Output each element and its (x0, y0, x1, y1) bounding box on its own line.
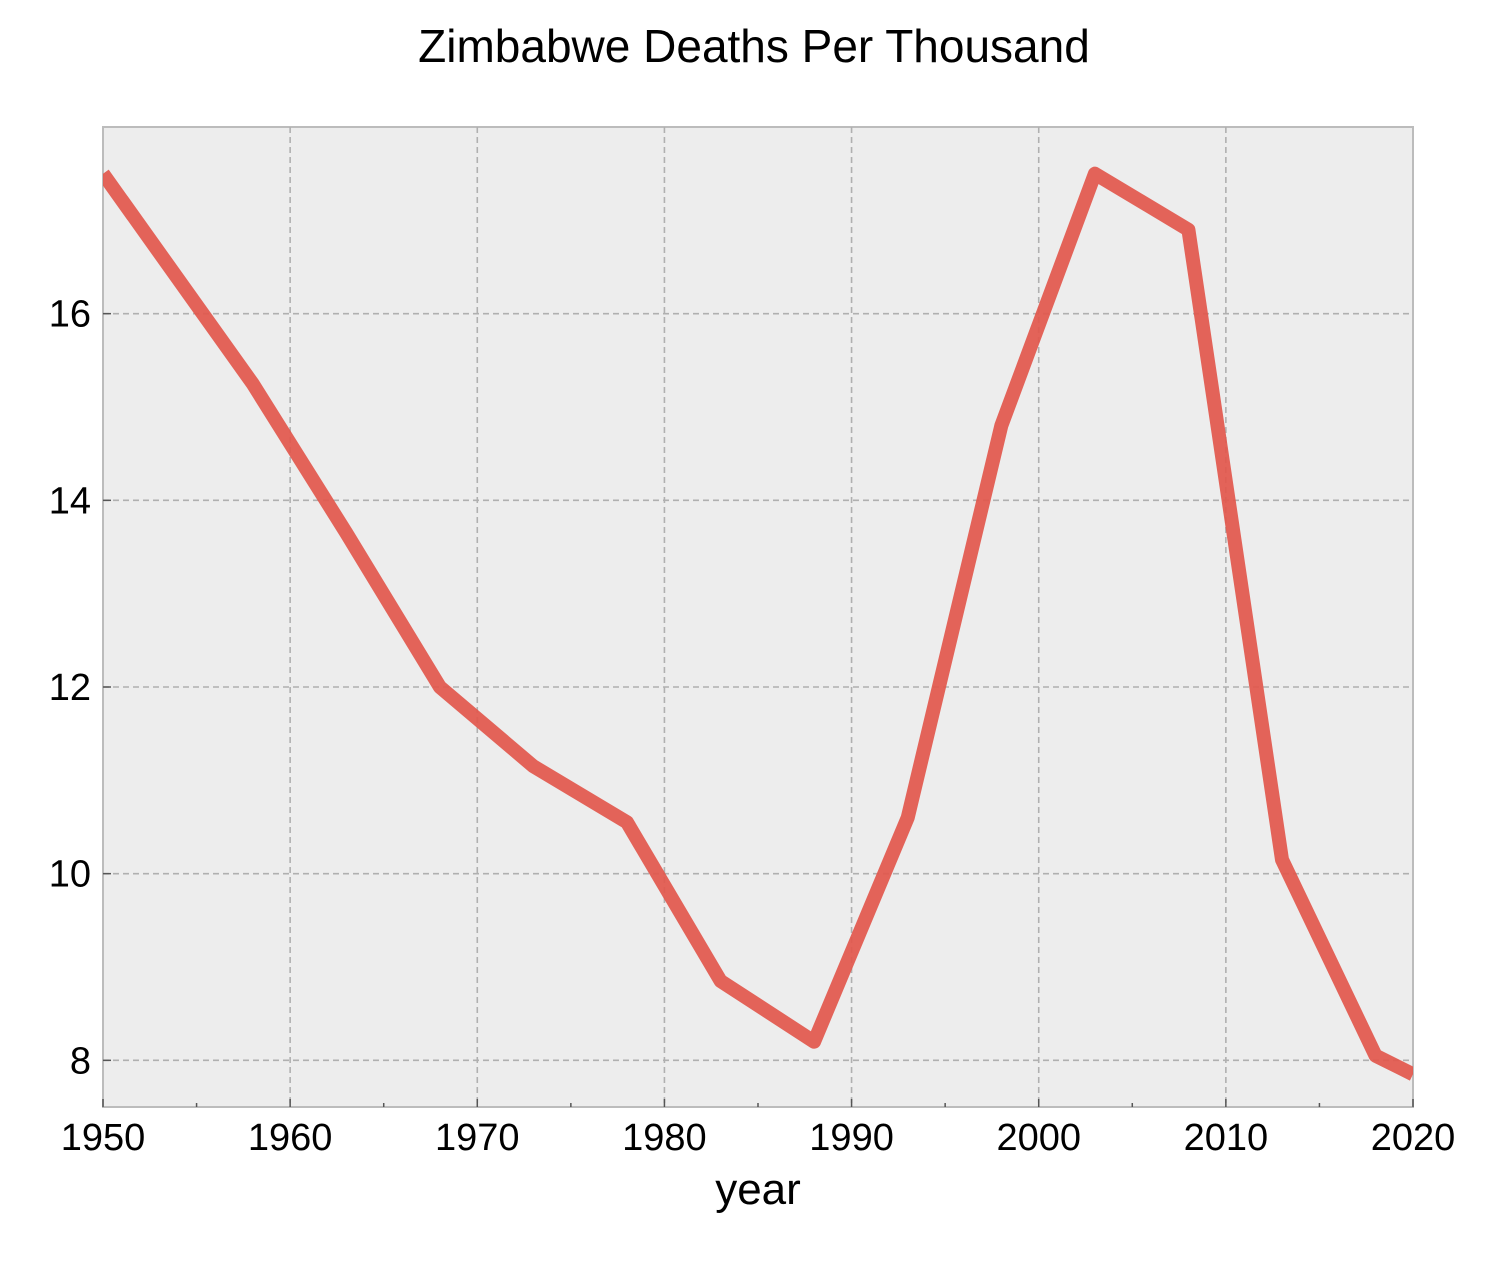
y-tick-label: 8 (70, 1040, 91, 1082)
x-axis-title: year (715, 1165, 801, 1214)
y-tick-label: 10 (49, 854, 91, 896)
y-tick-label: 14 (49, 480, 91, 522)
ticks (102, 312, 1414, 1107)
series-line (103, 166, 1413, 1081)
x-tick-label: 1990 (809, 1117, 894, 1159)
chart-title: Zimbabwe Deaths Per Thousand (418, 20, 1090, 72)
series-lines (103, 166, 1413, 1081)
grid (103, 127, 1413, 1107)
x-tick-label: 1950 (61, 1117, 146, 1159)
x-tick-label: 2000 (996, 1117, 1081, 1159)
plot-area (102, 126, 1414, 1108)
x-tick-label: 1980 (622, 1117, 707, 1159)
x-tick-label: 1960 (248, 1117, 333, 1159)
y-tick-label: 12 (49, 667, 91, 709)
x-tick-label: 2020 (1371, 1117, 1456, 1159)
tick-labels: 1950 1960 1970 1980 1990 2000 2010 2020 8 10 12 14 1… (49, 294, 1456, 1159)
x-tick-label: 1970 (435, 1117, 520, 1159)
y-tick-label: 16 (49, 294, 91, 336)
x-tick-label: 2010 (1184, 1117, 1269, 1159)
